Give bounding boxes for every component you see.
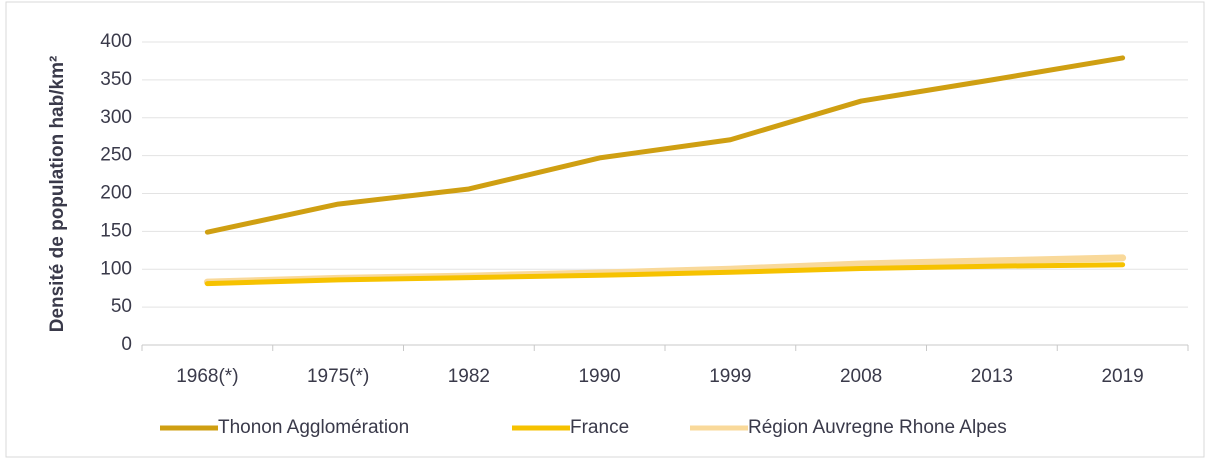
y-tick-label: 250 [100, 145, 132, 166]
x-tick-label: 1999 [709, 366, 751, 387]
series-line [204, 262, 1126, 287]
x-tick-label: 2013 [971, 366, 1013, 387]
y-tick-label: 50 [111, 296, 132, 317]
y-tick-label: 200 [100, 183, 132, 204]
x-tick-label: 1975(*) [307, 366, 369, 387]
x-tick-label: 1982 [448, 366, 490, 387]
x-tick-label: 1968(*) [176, 366, 238, 387]
y-tick-label: 300 [100, 107, 132, 128]
legend-label: Thonon Agglomération [218, 417, 409, 438]
y-axis-label: Densité de population hab/km² [47, 56, 68, 333]
series-line [204, 55, 1126, 235]
x-tick-label: 2008 [840, 366, 882, 387]
x-tick-label: 2019 [1101, 366, 1143, 387]
x-tick-label: 1990 [578, 366, 620, 387]
chart-border [5, 1, 1205, 458]
legend-label: Région Auvregne Rhone Alpes [748, 417, 1007, 438]
y-tick-label: 0 [121, 334, 132, 355]
y-tick-label: 400 [100, 31, 132, 52]
y-tick-label: 150 [100, 220, 132, 241]
y-tick-label: 100 [100, 258, 132, 279]
legend-label: France [570, 417, 629, 438]
y-tick-label: 350 [100, 69, 132, 90]
